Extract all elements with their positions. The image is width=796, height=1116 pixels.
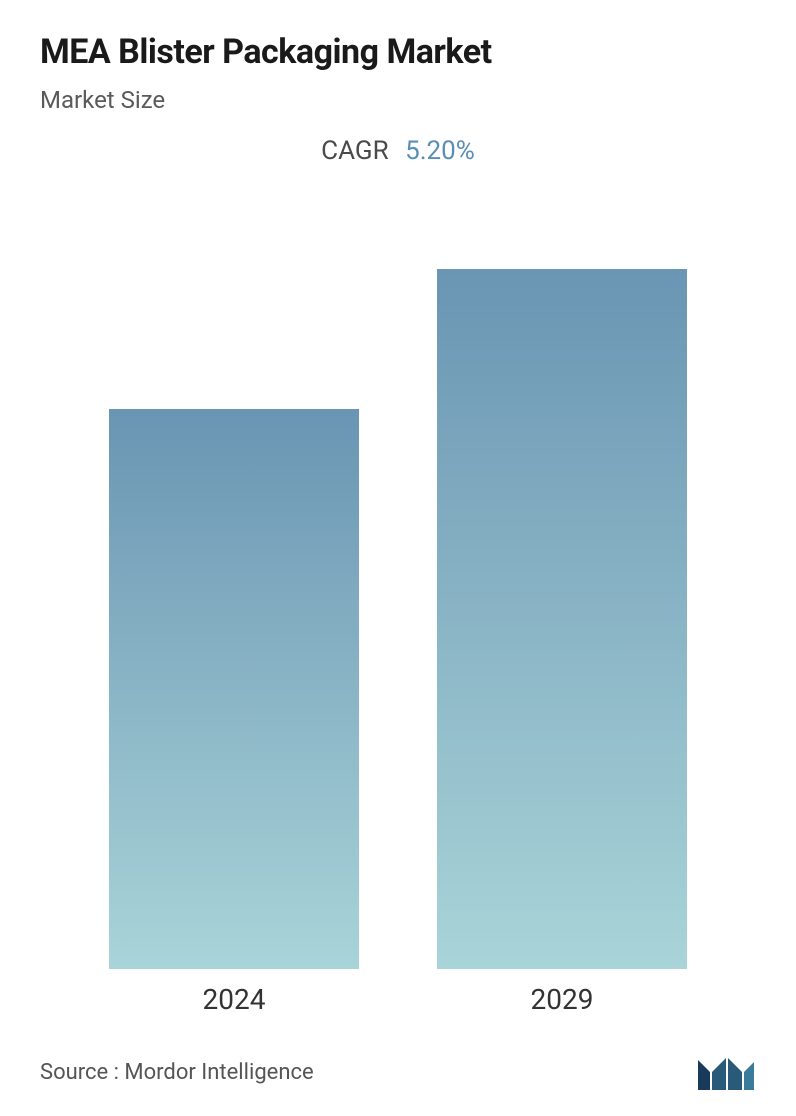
chart-subtitle: Market Size — [40, 86, 756, 114]
bar-group-1: 2029 — [437, 269, 687, 1016]
bar-1 — [437, 269, 687, 969]
source-text: Source : Mordor Intelligence — [40, 1060, 314, 1085]
bar-chart: 2024 2029 — [40, 194, 756, 1034]
bar-0 — [109, 409, 359, 969]
mordor-logo-icon — [696, 1052, 756, 1092]
cagr-value: 5.20% — [405, 136, 475, 166]
bar-group-0: 2024 — [109, 409, 359, 1016]
chart-container: MEA Blister Packaging Market Market Size… — [0, 0, 796, 1034]
cagr-label: CAGR — [321, 136, 388, 166]
x-axis-label-0: 2024 — [203, 983, 266, 1016]
x-axis-label-1: 2029 — [531, 983, 594, 1016]
footer: Source : Mordor Intelligence — [0, 1034, 796, 1116]
cagr-row: CAGR 5.20% — [40, 136, 756, 166]
chart-title: MEA Blister Packaging Market — [40, 32, 756, 72]
